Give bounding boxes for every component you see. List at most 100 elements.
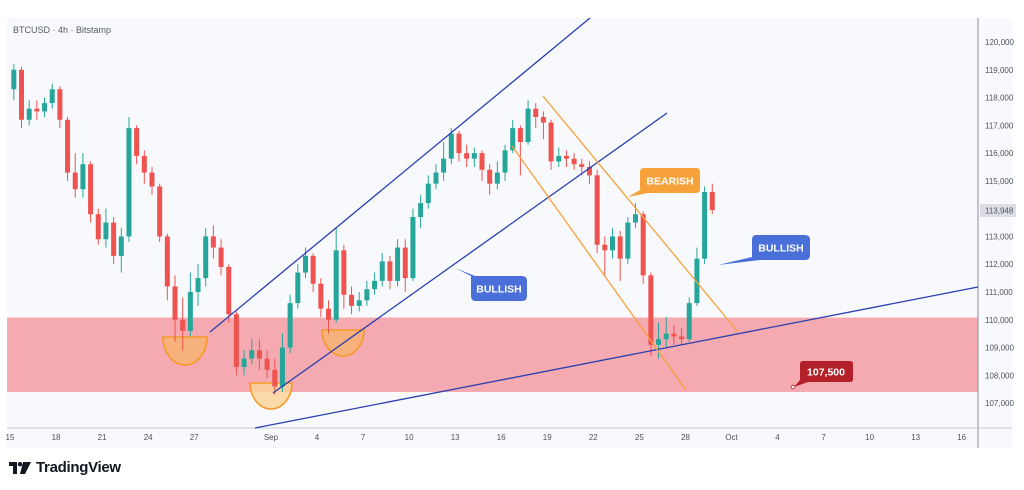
x-tick-label: 4: [315, 433, 320, 442]
y-tick-label: 107,000: [985, 399, 1014, 408]
candle: [418, 194, 424, 229]
candle: [88, 161, 94, 223]
candle-body: [149, 172, 155, 187]
candle: [264, 350, 270, 379]
candle-body: [540, 116, 546, 123]
x-tick-label: 10: [405, 433, 414, 442]
candle-body: [571, 158, 577, 165]
candle: [42, 97, 48, 117]
y-tick-label: 112,000: [985, 260, 1014, 269]
candle: [49, 83, 55, 109]
candle-body: [326, 308, 332, 320]
candle-body: [494, 172, 500, 184]
channel-lower-line[interactable]: [272, 112, 668, 394]
channel-upper-line[interactable]: [209, 17, 591, 333]
candle: [540, 111, 546, 140]
x-tick-label: 7: [821, 433, 826, 442]
candle: [656, 322, 662, 359]
y-tick-label: 117,000: [985, 121, 1014, 130]
bullish-right-callout[interactable]: BULLISH: [718, 235, 810, 265]
candle-body: [625, 222, 631, 259]
candle: [80, 153, 86, 198]
candle: [333, 228, 339, 323]
candle: [448, 128, 454, 165]
candle-body: [510, 128, 516, 151]
candle-body: [95, 214, 101, 240]
candle-body: [249, 350, 255, 359]
bearish-channel-upper-line[interactable]: [542, 95, 739, 333]
bullish-channel-callout[interactable]: BULLISH: [455, 268, 527, 301]
candle-body: [594, 175, 600, 245]
x-tick-label: 22: [589, 433, 598, 442]
candle-body: [172, 286, 178, 320]
level-callout[interactable]: 107,500: [790, 361, 853, 390]
candle-body: [187, 291, 193, 331]
candle: [233, 311, 239, 376]
candle: [118, 228, 124, 273]
candle-body: [663, 333, 669, 340]
candle: [203, 228, 209, 287]
candle-body: [241, 358, 247, 367]
price-axis[interactable]: 120,000 119,000 118,000 117,000 116,000 115,0…: [985, 38, 1014, 408]
candle-body: [640, 214, 646, 276]
bearish-channel-lower-line[interactable]: [511, 145, 687, 391]
candle-body: [356, 300, 362, 306]
candle: [34, 100, 40, 120]
candle-body: [487, 169, 493, 184]
candle-body: [448, 133, 454, 159]
candle-body: [609, 236, 615, 251]
trendlines[interactable]: [209, 17, 979, 429]
y-tick-label: 108,000: [985, 371, 1014, 380]
candle-body: [402, 247, 408, 279]
candle-body: [372, 280, 378, 290]
x-tick-label: 13: [451, 433, 460, 442]
candle-body: [134, 128, 140, 156]
candle-body: [464, 153, 470, 159]
candle-body: [525, 108, 531, 142]
candle-body: [395, 247, 401, 281]
candle: [464, 144, 470, 167]
candle-body: [709, 191, 715, 211]
candle-body: [364, 289, 370, 301]
y-tick-label: 116,000: [985, 149, 1014, 158]
y-tick-label: 118,000: [985, 94, 1014, 103]
candle: [487, 164, 493, 195]
candle: [126, 116, 132, 242]
candle: [141, 150, 147, 184]
candle: [702, 186, 708, 265]
candle-body: [164, 236, 170, 287]
candle-body: [180, 319, 186, 331]
candle: [26, 100, 32, 126]
candle: [602, 236, 608, 276]
time-axis[interactable]: 15 18 21 24 27 Sep 4 7 10 13 16 19 22 25 28 Oct 4 7 10 13 16: [6, 433, 967, 442]
candle: [11, 64, 17, 101]
candle: [525, 100, 531, 145]
candle-body: [633, 214, 639, 223]
last-price-label: 113,948: [985, 207, 1014, 216]
rounded-bottom-marker: [162, 336, 208, 366]
x-tick-label: 13: [911, 433, 920, 442]
candle-body: [517, 128, 523, 142]
x-tick-label: 16: [497, 433, 506, 442]
candle: [709, 183, 715, 215]
tradingview-logo[interactable]: TradingView: [9, 459, 121, 476]
x-tick-label: 21: [98, 433, 107, 442]
bearish-callout[interactable]: BEARISH: [628, 168, 700, 197]
candle: [349, 286, 355, 315]
candle: [640, 211, 646, 284]
x-tick-label: 28: [681, 433, 690, 442]
candle-body: [272, 369, 278, 387]
candle: [425, 175, 431, 209]
long-support-line[interactable]: [254, 286, 979, 429]
y-tick-label: 120,000: [985, 38, 1014, 47]
bullish-right-label: BULLISH: [758, 243, 804, 255]
candle: [164, 233, 170, 301]
candle-body: [302, 255, 308, 273]
candle: [218, 239, 224, 276]
candle: [441, 141, 447, 181]
candle: [134, 125, 140, 165]
candle: [256, 339, 262, 370]
candle-body: [26, 108, 32, 120]
candle-body: [256, 350, 262, 359]
